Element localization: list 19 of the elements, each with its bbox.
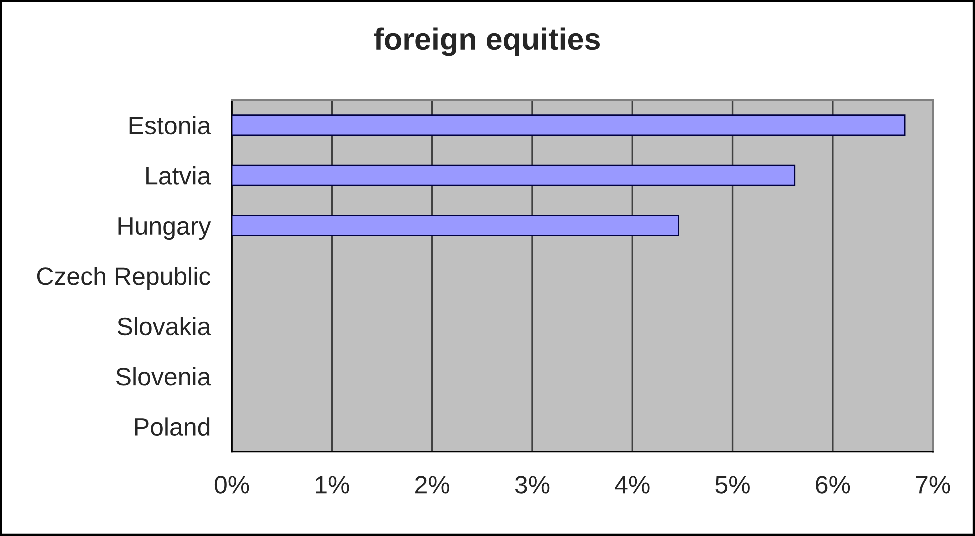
x-tick-label: 2% bbox=[416, 476, 450, 494]
x-tick-label: 4% bbox=[615, 476, 650, 494]
y-tick-label: Poland bbox=[135, 418, 210, 436]
x-tick-label: 5% bbox=[716, 476, 750, 494]
x-tick-label: 1% bbox=[316, 476, 350, 494]
x-tick-label: 7% bbox=[916, 476, 950, 494]
chart-title: foreign equities bbox=[374, 28, 600, 56]
y-tick-label: Latvia bbox=[146, 166, 212, 185]
y-tick-label: Slovenia bbox=[116, 367, 212, 386]
bar bbox=[232, 164, 796, 186]
bar bbox=[232, 114, 906, 136]
y-tick-label: Slovakia bbox=[118, 317, 212, 336]
y-tick-label: Hungary bbox=[118, 218, 212, 240]
x-tick-label: 3% bbox=[515, 476, 550, 494]
bar bbox=[232, 215, 680, 237]
x-tick-label: 6% bbox=[816, 476, 850, 494]
y-tick-label: Estonia bbox=[130, 116, 212, 135]
y-tick-label: Czech Republic bbox=[37, 266, 211, 290]
x-tick-label: 0% bbox=[214, 476, 250, 494]
